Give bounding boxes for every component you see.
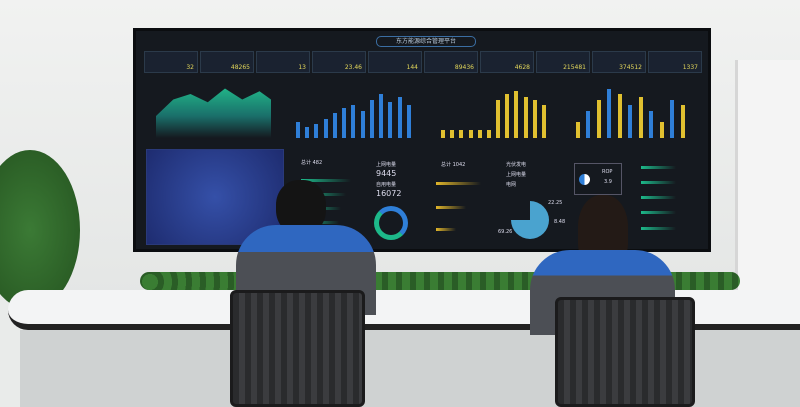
bar-chart-mixed: [576, 83, 691, 138]
potted-plant: [0, 150, 80, 310]
bar: [305, 127, 310, 138]
kpi-value: 48265: [230, 64, 250, 71]
rop-label: ROP: [602, 169, 613, 175]
bar: [296, 121, 300, 138]
office-chair-left: [230, 290, 365, 407]
kpi-card: 89436: [424, 51, 478, 73]
kpi-value: 32: [186, 64, 194, 71]
pie-label: 69.26: [498, 229, 513, 235]
bar: [360, 110, 365, 138]
door: [735, 60, 800, 300]
progress-bar: [436, 206, 466, 209]
progress-bar: [301, 179, 351, 182]
bar: [541, 105, 546, 138]
kpi-value: 23.46: [344, 64, 362, 71]
kpi-card: 144: [368, 51, 422, 73]
bar: [450, 129, 455, 138]
platform-title: 东方能源综合管理平台: [376, 36, 476, 47]
kpi-card: 4628: [480, 51, 534, 73]
kpi-value: 374512: [619, 64, 642, 71]
bar: [617, 94, 622, 138]
value: 16072: [376, 189, 402, 198]
progress-bar: [641, 166, 676, 169]
label: 自用电量: [376, 182, 397, 188]
bar: [397, 96, 402, 138]
bar: [459, 129, 464, 138]
bar: [477, 129, 482, 138]
progress-bar: [436, 228, 456, 231]
bar: [523, 96, 528, 138]
bar-chart-blue: [296, 83, 416, 138]
bar: [342, 107, 347, 138]
legend-item: 上网电量: [506, 172, 527, 178]
bar: [496, 99, 500, 138]
bar: [649, 110, 654, 138]
bar: [576, 121, 580, 138]
bar: [638, 96, 643, 138]
bar: [586, 110, 591, 138]
pie-label: 8.48: [554, 219, 566, 225]
value: 9445: [376, 169, 397, 178]
rop-box: [574, 163, 622, 195]
office-chair-right: [555, 297, 695, 407]
bar: [351, 105, 356, 138]
bar: [468, 129, 473, 138]
kpi-value: 1337: [682, 64, 698, 71]
kpi-value: 4628: [514, 64, 530, 71]
kpi-card: 1337: [648, 51, 702, 73]
bar: [514, 91, 519, 138]
progress-bar: [436, 182, 481, 185]
bar: [379, 94, 384, 138]
bar: [332, 113, 337, 138]
total-mid: 总计 1042: [441, 162, 466, 168]
kpi-card: 32: [144, 51, 198, 73]
bar: [659, 121, 664, 138]
progress-bar: [641, 181, 676, 184]
pie-label: 22.25: [548, 200, 563, 206]
bar: [314, 124, 319, 138]
bar: [406, 105, 411, 138]
kpi-value: 13: [298, 64, 306, 71]
kpi-value: 89436: [454, 64, 474, 71]
bar: [505, 94, 510, 138]
kpi-value: 215481: [563, 64, 586, 71]
bar: [532, 99, 537, 138]
kpi-card: 48265: [200, 51, 254, 73]
bar: [607, 88, 612, 138]
kpi-card: 13: [256, 51, 310, 73]
total-left: 总计 482: [301, 160, 323, 166]
pie-chart: [511, 201, 549, 239]
bar: [486, 129, 491, 138]
bar: [441, 129, 445, 138]
rop-value: 3.9: [604, 179, 612, 185]
bar: [628, 105, 633, 138]
bar: [388, 102, 393, 138]
bar: [596, 99, 601, 138]
bar: [369, 99, 374, 138]
kpi-value: 144: [406, 64, 418, 71]
kpi-card: 215481: [536, 51, 590, 73]
progress-bar: [641, 227, 676, 230]
bar-chart-yellow: [441, 83, 551, 138]
area-chart: [156, 88, 271, 138]
gauge-icon: [579, 174, 590, 185]
legend-item: 电网: [506, 182, 517, 188]
legend-item: 光伏发电: [506, 162, 527, 168]
progress-bar: [641, 211, 676, 214]
progress-bar: [641, 196, 676, 199]
label: 上网电量: [376, 162, 397, 168]
kpi-card: 374512: [592, 51, 646, 73]
bar: [670, 99, 675, 138]
bar: [323, 118, 328, 138]
bar: [680, 105, 685, 138]
donut-chart: [374, 206, 408, 240]
kpi-card: 23.46: [312, 51, 366, 73]
